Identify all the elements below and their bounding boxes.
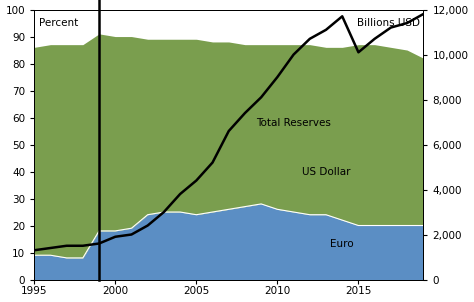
Text: Total Reserves: Total Reserves — [256, 118, 331, 128]
Text: Percent: Percent — [39, 18, 78, 28]
Text: US Dollar: US Dollar — [302, 166, 350, 177]
Text: Billions USD: Billions USD — [357, 18, 420, 28]
Text: Euro: Euro — [330, 239, 354, 249]
